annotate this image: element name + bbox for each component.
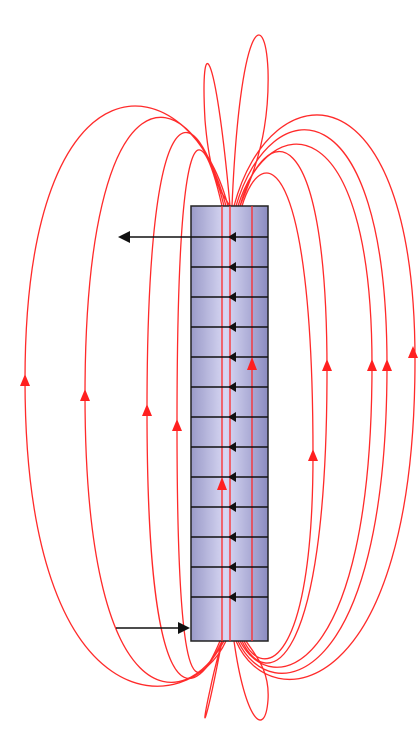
field-arrowhead [172, 419, 182, 431]
field-arrowhead [20, 374, 30, 386]
field-arrowhead [308, 449, 318, 461]
field-arrowhead [382, 359, 392, 371]
field-arrowhead [142, 404, 152, 416]
field-arrowhead [322, 359, 332, 371]
field-arrowhead [80, 389, 90, 401]
field-line [205, 641, 222, 718]
solenoid-field-diagram [0, 0, 418, 741]
lead-arrowhead [118, 231, 130, 243]
field-line [232, 35, 268, 206]
field-arrowhead [367, 359, 377, 371]
field-arrowhead [408, 346, 418, 358]
page: {} [0, 0, 418, 741]
